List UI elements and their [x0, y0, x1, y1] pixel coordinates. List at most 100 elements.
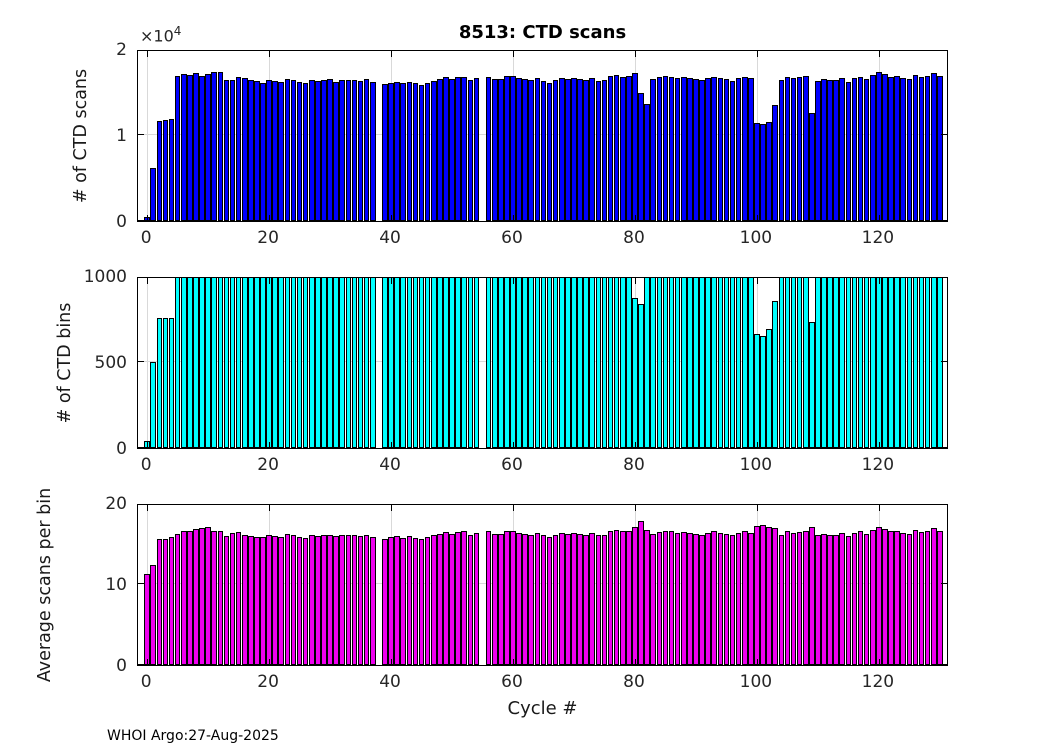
bar: [900, 78, 907, 221]
bar: [833, 79, 839, 221]
bar: [363, 534, 370, 665]
bar: [595, 278, 602, 448]
bar: [656, 278, 663, 448]
bar: [510, 75, 516, 221]
xtick-mark: [391, 51, 392, 57]
bar: [235, 76, 242, 221]
bar: [626, 278, 632, 448]
bar: [437, 278, 443, 448]
xtick-mark: [635, 659, 636, 665]
bar: [327, 534, 333, 665]
bar: [193, 528, 199, 665]
bar: [790, 278, 797, 448]
bar: [333, 81, 339, 221]
ytick-label: 0: [116, 439, 127, 459]
bar: [430, 80, 437, 221]
ytick-mark: [138, 664, 144, 665]
bar: [260, 537, 266, 665]
ytick-mark: [138, 220, 144, 221]
bar: [168, 118, 175, 221]
bar: [723, 79, 730, 221]
bar: [284, 533, 291, 665]
bar: [632, 298, 638, 448]
xtick-mark: [391, 215, 392, 221]
plot-area-2: [138, 278, 947, 448]
bar: [589, 278, 596, 448]
bar: [345, 278, 352, 448]
bar: [674, 278, 681, 448]
xtick-mark: [391, 659, 392, 665]
bar: [638, 92, 644, 221]
bar: [418, 85, 425, 221]
xtick-label: 40: [379, 455, 401, 475]
bar: [552, 278, 559, 448]
xtick-label: 20: [257, 672, 279, 692]
bar: [650, 533, 657, 665]
bar: [187, 74, 193, 221]
bar: [729, 278, 736, 448]
xtick-mark: [757, 659, 758, 665]
gridline-vertical: [147, 51, 148, 221]
bar: [467, 278, 474, 448]
bar: [144, 574, 150, 665]
bar: [235, 532, 242, 665]
bar: [705, 78, 711, 221]
bar: [333, 536, 339, 665]
bar: [461, 76, 468, 221]
bar: [241, 278, 248, 448]
bar: [461, 278, 468, 448]
bar: [187, 278, 193, 448]
bar: [156, 539, 163, 665]
bar: [906, 533, 913, 665]
ytick-label: 0: [116, 656, 127, 676]
bar: [412, 83, 419, 221]
bar: [930, 278, 937, 448]
bar: [638, 303, 644, 448]
bar: [522, 278, 528, 448]
bar: [619, 531, 626, 665]
plot-axes-1: [137, 50, 948, 222]
bar: [540, 278, 547, 448]
bar: [180, 73, 187, 221]
bar: [211, 530, 218, 665]
xtick-mark: [147, 278, 148, 284]
bar: [912, 74, 919, 221]
bar: [772, 300, 779, 448]
bar: [766, 329, 772, 448]
footer-credit: WHOI Argo:27-Aug-2025: [107, 728, 279, 744]
bar: [217, 72, 224, 221]
bar: [668, 531, 675, 665]
bar: [180, 530, 187, 665]
xtick-mark: [757, 51, 758, 57]
xtick-mark: [635, 278, 636, 284]
bar: [796, 77, 803, 221]
xtick-mark: [147, 505, 148, 511]
bar: [821, 79, 827, 221]
bar: [302, 82, 309, 221]
bar: [528, 79, 535, 221]
bar: [473, 278, 480, 448]
bar: [784, 76, 791, 221]
bar: [357, 80, 364, 221]
bar: [882, 73, 888, 221]
bar: [748, 278, 754, 448]
bar: [577, 278, 583, 448]
bar: [699, 278, 705, 448]
bar: [900, 278, 907, 448]
bar: [504, 75, 510, 221]
bar: [455, 77, 461, 221]
bar: [924, 530, 931, 665]
bar: [656, 532, 663, 665]
plot-area-3: [138, 505, 947, 665]
ytick-mark: [138, 447, 144, 448]
bar: [863, 79, 870, 221]
ytick-mark: [138, 361, 144, 362]
bar: [424, 537, 431, 665]
bar: [193, 278, 199, 448]
bar: [394, 81, 400, 221]
ytick-mark: [941, 361, 947, 362]
bar: [607, 278, 614, 448]
bar: [790, 78, 797, 221]
bar: [284, 79, 291, 221]
bar: [693, 79, 699, 221]
